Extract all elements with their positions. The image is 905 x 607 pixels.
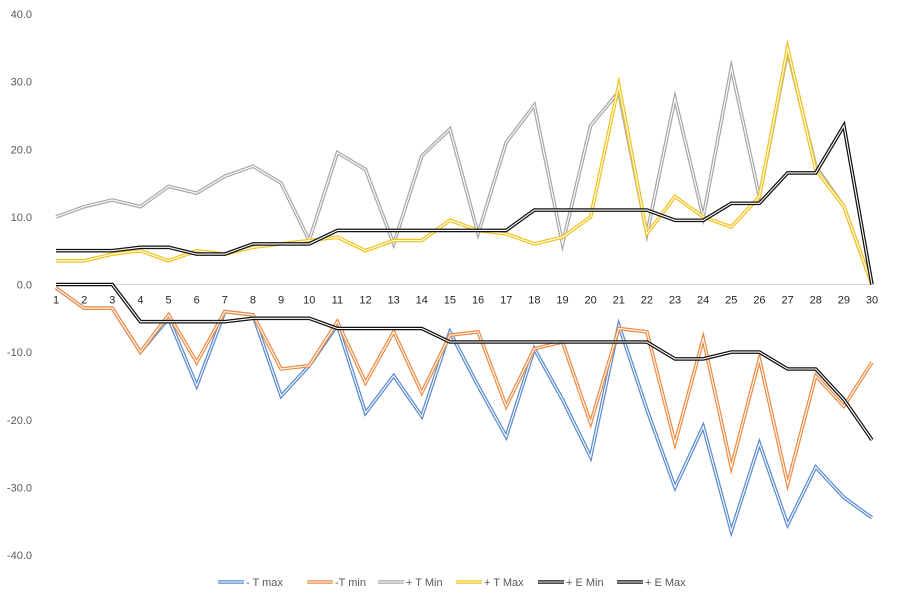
- legend-item: - T max: [218, 577, 283, 589]
- x-tick-label: 20: [584, 295, 596, 307]
- x-tick-label: 29: [838, 295, 850, 307]
- y-tick-label: 40.0: [11, 9, 32, 21]
- x-axis-ticks: 1 2 3 4 5 6 7 8 9 10 11 12 13 14 15 16 17 18 19 20 21 22 23 24 2…: [53, 295, 878, 307]
- x-tick-label: 15: [444, 295, 456, 307]
- x-tick-label: 12: [359, 295, 371, 307]
- y-tick-label: 20.0: [11, 144, 32, 156]
- y-tick-label: -30.0: [7, 482, 32, 494]
- y-tick-label: -20.0: [7, 415, 32, 427]
- legend-label: + T Min: [406, 577, 443, 589]
- x-tick-label: 6: [194, 295, 200, 307]
- x-tick-label: 21: [613, 295, 625, 307]
- x-tick-label: 1: [53, 295, 59, 307]
- x-tick-label: 17: [500, 295, 512, 307]
- legend-item: -T min: [307, 577, 366, 589]
- x-tick-label: 13: [388, 295, 400, 307]
- y-axis-ticks: 40.0 30.0 20.0 10.0 0.0 -10.0 -20.0 -30.0 -40.0: [7, 9, 32, 562]
- y-tick-label: -10.0: [7, 347, 32, 359]
- series-line-inner: [55, 287, 873, 487]
- series-line: [54, 286, 874, 492]
- legend-item: + T Min: [378, 577, 443, 589]
- x-tick-label: 7: [222, 295, 228, 307]
- x-tick-label: 30: [866, 295, 878, 307]
- series-lines: [54, 39, 874, 538]
- x-tick-label: 27: [781, 295, 793, 307]
- x-tick-label: 24: [697, 295, 709, 307]
- x-tick-label: 26: [753, 295, 765, 307]
- x-tick-label: 22: [641, 295, 653, 307]
- x-tick-label: 3: [109, 295, 115, 307]
- y-tick-label: 0.0: [17, 280, 32, 292]
- y-tick-label: 30.0: [11, 77, 32, 89]
- x-tick-label: 11: [332, 295, 343, 307]
- series-line-inner: [55, 48, 873, 285]
- x-tick-label: 9: [278, 295, 284, 307]
- legend-label: -T min: [335, 577, 366, 589]
- x-tick-label: 5: [165, 295, 171, 307]
- series-line-inner: [56, 124, 873, 285]
- x-tick-label: 4: [137, 295, 143, 307]
- series-line: [56, 282, 874, 442]
- legend-label: + E Min: [566, 577, 604, 589]
- y-tick-label: -40.0: [7, 550, 32, 562]
- legend-label: - T max: [246, 577, 283, 589]
- series-line-inner: [55, 287, 873, 534]
- x-tick-label: 18: [528, 295, 540, 307]
- series-line-inner: [56, 283, 873, 441]
- x-tick-label: 2: [81, 295, 87, 307]
- x-tick-label: 8: [250, 295, 256, 307]
- y-tick-label: 10.0: [11, 212, 32, 224]
- series-line: [55, 42, 874, 286]
- legend-item: + T Max: [456, 577, 524, 589]
- x-tick-label: 23: [669, 295, 681, 307]
- x-tick-label: 14: [416, 295, 428, 307]
- legend-label: + E Max: [645, 577, 686, 589]
- series-line: [54, 286, 874, 538]
- x-tick-label: 10: [303, 295, 315, 307]
- x-tick-label: 25: [725, 295, 737, 307]
- legend-label: + T Max: [484, 577, 524, 589]
- legend: - T max -T min + T Min + T Max + E Min + E Ma…: [218, 577, 686, 589]
- legend-item: + E Min: [538, 577, 604, 589]
- x-tick-label: 28: [810, 295, 822, 307]
- legend-item: + E Max: [617, 577, 686, 589]
- x-tick-label: 19: [556, 295, 568, 307]
- series-line: [56, 120, 874, 285]
- x-tick-label: 16: [472, 295, 484, 307]
